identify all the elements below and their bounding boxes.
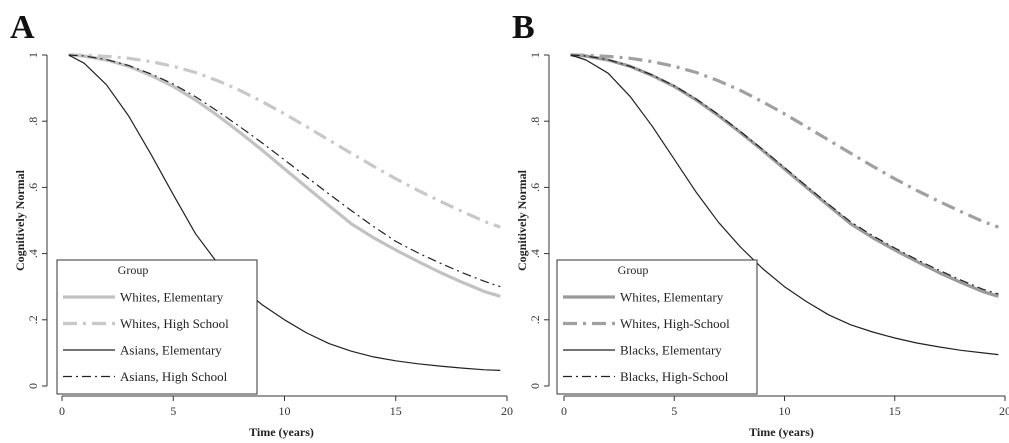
series-line-blacks-high-school xyxy=(570,54,999,295)
legend-box xyxy=(56,259,258,395)
legend-title: Group xyxy=(618,263,649,277)
y-tick-label: 0 xyxy=(528,383,542,389)
legend-entry-label: Asians, High School xyxy=(120,369,228,384)
legend: Group Whites, Elementary Whites, High Scho… xyxy=(56,259,258,395)
legend-entry-label: Whites, High-School xyxy=(620,316,730,331)
y-tick-label: .2 xyxy=(26,315,40,324)
series-line-whites-high-school xyxy=(68,53,501,229)
y-tick-label: .6 xyxy=(528,183,542,192)
y-tick-label: .4 xyxy=(26,249,40,258)
series-line-blacks-elementary xyxy=(570,54,999,356)
panel-letter: B xyxy=(512,9,535,46)
x-tick-label: 10 xyxy=(279,404,291,418)
x-tick-label: 5 xyxy=(170,404,176,418)
legend-box xyxy=(556,259,758,395)
x-tick-label: 15 xyxy=(390,404,402,418)
legend-title: Group xyxy=(118,263,149,277)
y-axis-title: Cognitively Normal xyxy=(13,169,27,271)
x-tick-label: 20 xyxy=(999,404,1009,418)
x-axis-title: Time (years) xyxy=(249,425,314,439)
legend-entry-label: Blacks, High-School xyxy=(620,369,729,384)
x-axis-title: Time (years) xyxy=(749,425,814,439)
series-line-whites-elementary xyxy=(570,53,999,298)
y-tick-label: .2 xyxy=(528,315,542,324)
y-tick-label: 1 xyxy=(26,52,40,58)
y-tick-label: 0 xyxy=(26,383,40,389)
x-tick-label: 20 xyxy=(501,404,513,418)
x-tick-label: 15 xyxy=(889,404,901,418)
x-tick-label: 0 xyxy=(561,404,567,418)
y-tick-label: .8 xyxy=(528,117,542,126)
series-line-asians-elementary xyxy=(68,54,501,371)
y-tick-label: .8 xyxy=(26,117,40,126)
y-axis-title: Cognitively Normal xyxy=(515,169,529,271)
series-line-asians-high-school xyxy=(68,54,501,288)
x-tick-label: 10 xyxy=(779,404,791,418)
panel-letter: A xyxy=(10,9,35,46)
panel-b: B 0 5 10 15 20 0 .2 .4 .6 .8 1 Time (years) Cognitive… xyxy=(512,9,1009,439)
series-line-whites-high-school xyxy=(570,53,999,229)
legend: Group Whites, Elementary Whites, High-Scho… xyxy=(556,259,758,395)
legend-entry-label: Whites, Elementary xyxy=(620,290,724,305)
legend-entry-label: Asians, Elementary xyxy=(120,343,222,358)
legend-entry-label: Whites, Elementary xyxy=(120,290,224,305)
x-tick-label: 5 xyxy=(671,404,677,418)
y-tick-label: .6 xyxy=(26,183,40,192)
y-tick-label: .4 xyxy=(528,249,542,258)
legend-entry-label: Blacks, Elementary xyxy=(620,343,722,358)
panel-a: A 0 5 10 15 20 0 .2 .4 .6 .8 1 Time (years) Cognitive… xyxy=(10,9,513,439)
x-tick-label: 0 xyxy=(59,404,65,418)
legend-entry-label: Whites, High School xyxy=(120,316,229,331)
series-line-whites-elementary xyxy=(68,53,501,298)
y-tick-label: 1 xyxy=(528,52,542,58)
